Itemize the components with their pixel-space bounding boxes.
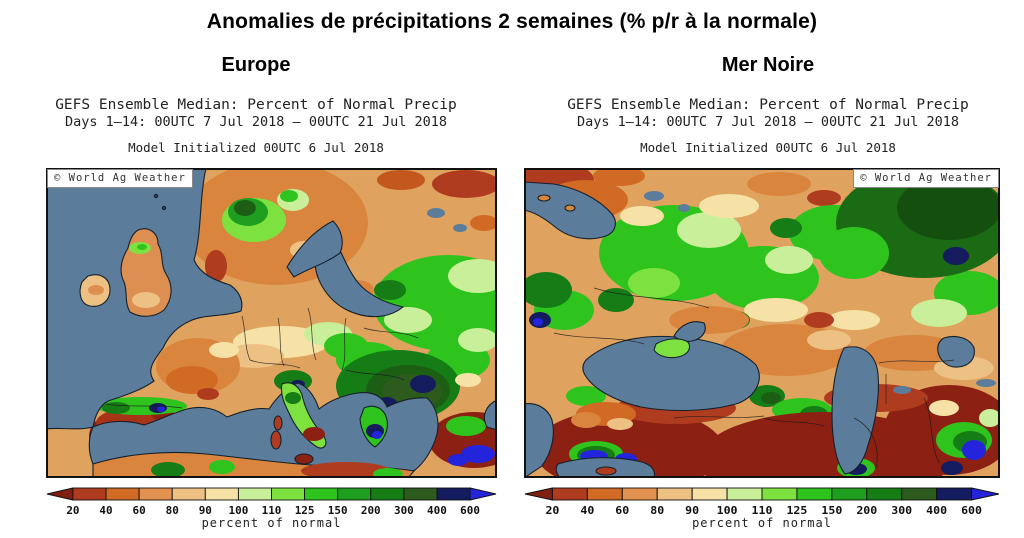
sea-regions (524, 181, 975, 478)
colorbar-label-europe: percent of normal (201, 516, 342, 530)
europe-map: © World Ag Weather (46, 168, 497, 478)
map-frame (524, 168, 1000, 478)
colorbar-segment (304, 487, 339, 501)
map-frame (46, 168, 497, 478)
colorbar-segment (656, 487, 693, 501)
watermark-mer-noire: © World Ag Weather (853, 169, 999, 188)
colorbar-tick: 80 (166, 504, 179, 517)
map-header-europe-line3: Model Initialized 00UTC 6 Jul 2018 (128, 140, 384, 155)
colorbar-tick: 60 (615, 504, 629, 517)
colorbar-left-arrow (524, 487, 553, 501)
map-header-europe: GEFS Ensemble Median: Percent of Normal … (0, 96, 512, 156)
colorbar-tick: 110 (262, 504, 282, 517)
colorbar-segment (72, 487, 107, 501)
colorbar-segment (403, 487, 438, 501)
colorbar-segment (370, 487, 405, 501)
land-shading (524, 168, 1000, 478)
colorbar-tick: 100 (717, 504, 738, 517)
colorbar-segment (831, 487, 868, 501)
islands-and-peninsulas (537, 194, 691, 476)
colorbar-tick: 40 (99, 504, 112, 517)
colorbar-mer-noire: 20 40 60 80 90 100 110 125 150 200 300 400 600 (524, 487, 1000, 517)
europe-map-art (46, 168, 497, 478)
colorbar-tick: 600 (961, 504, 982, 517)
colorbar-tick: 125 (295, 504, 315, 517)
colorbar-segment (271, 487, 306, 501)
colorbar-right-arrow (469, 487, 497, 501)
colorbar-segment (171, 487, 206, 501)
colorbar-right-arrow (971, 487, 1000, 501)
colorbar-segment (337, 487, 372, 501)
colorbar-tick: 80 (650, 504, 664, 517)
mer-noire-map: © World Ag Weather (524, 168, 1000, 478)
country-borders (105, 307, 419, 409)
colorbar-segment (691, 487, 728, 501)
map-header-europe-line2: Days 1–14: 00UTC 7 Jul 2018 – 00UTC 21 J… (64, 114, 447, 130)
colorbar-europe: 20 40 60 80 90 100 110 125 150 200 300 400 600 (46, 487, 497, 517)
colorbar-label-mer-noire: percent of normal (692, 516, 832, 530)
colorbar-segment (866, 487, 903, 501)
colorbar-left-arrow (46, 487, 74, 501)
map-header-europe-line1: GEFS Ensemble Median: Percent of Normal … (55, 97, 457, 113)
colorbar-tick: 300 (394, 504, 414, 517)
colorbar-segment (551, 487, 588, 501)
colorbar-tick: 200 (361, 504, 381, 517)
colorbar-tick: 110 (752, 504, 773, 517)
map-header-mer-noire-line2: Days 1–14: 00UTC 7 Jul 2018 – 00UTC 21 J… (576, 114, 959, 130)
colorbar-segment (621, 487, 658, 501)
page-title: Anomalies de précipitations 2 semaines (… (206, 10, 818, 33)
colorbar-segment (761, 487, 798, 501)
map-header-mer-noire: GEFS Ensemble Median: Percent of Normal … (512, 96, 1024, 156)
colorbar-svg: 20 40 60 80 90 100 110 125 150 200 300 400 600 (524, 487, 1000, 517)
colorbar-segment (936, 487, 973, 501)
colorbar-tick: 400 (427, 504, 447, 517)
colorbar-tick: 40 (580, 504, 594, 517)
colorbar-tick: 600 (460, 504, 480, 517)
colorbar-tick: 150 (328, 504, 348, 517)
colorbar-segment (436, 487, 471, 501)
colorbar-segment (726, 487, 763, 501)
colorbar-tick: 400 (926, 504, 947, 517)
colorbar-segment (237, 487, 272, 501)
region-title-europe: Europe (221, 54, 291, 76)
colorbar-tick: 125 (786, 504, 807, 517)
colorbar-tick: 300 (891, 504, 912, 517)
colorbar-svg: 20 40 60 80 90 100 110 125 150 200 300 400 600 (46, 487, 497, 517)
colorbar-segment (901, 487, 938, 501)
colorbar-segment (105, 487, 140, 501)
colorbar-tick: 200 (856, 504, 877, 517)
map-header-mer-noire-line3: Model Initialized 00UTC 6 Jul 2018 (640, 140, 896, 155)
watermark-europe: © World Ag Weather (47, 169, 193, 188)
mer-noire-map-art (524, 168, 1000, 478)
colorbar-tick: 90 (199, 504, 212, 517)
colorbar-tick: 60 (133, 504, 146, 517)
country-borders (553, 287, 955, 469)
colorbar-segment (138, 487, 173, 501)
colorbar-tick: 90 (685, 504, 699, 517)
colorbar-segment (796, 487, 833, 501)
colorbar-tick: 150 (821, 504, 842, 517)
colorbar-tick: 20 (545, 504, 559, 517)
map-header-mer-noire-line1: GEFS Ensemble Median: Percent of Normal … (567, 97, 969, 113)
colorbar-tick: 100 (229, 504, 249, 517)
colorbar-tick: 20 (66, 504, 79, 517)
region-title-mer-noire: Mer Noire (721, 54, 815, 76)
colorbar-segment (586, 487, 623, 501)
island-shading (88, 242, 403, 478)
colorbar-segment (204, 487, 239, 501)
